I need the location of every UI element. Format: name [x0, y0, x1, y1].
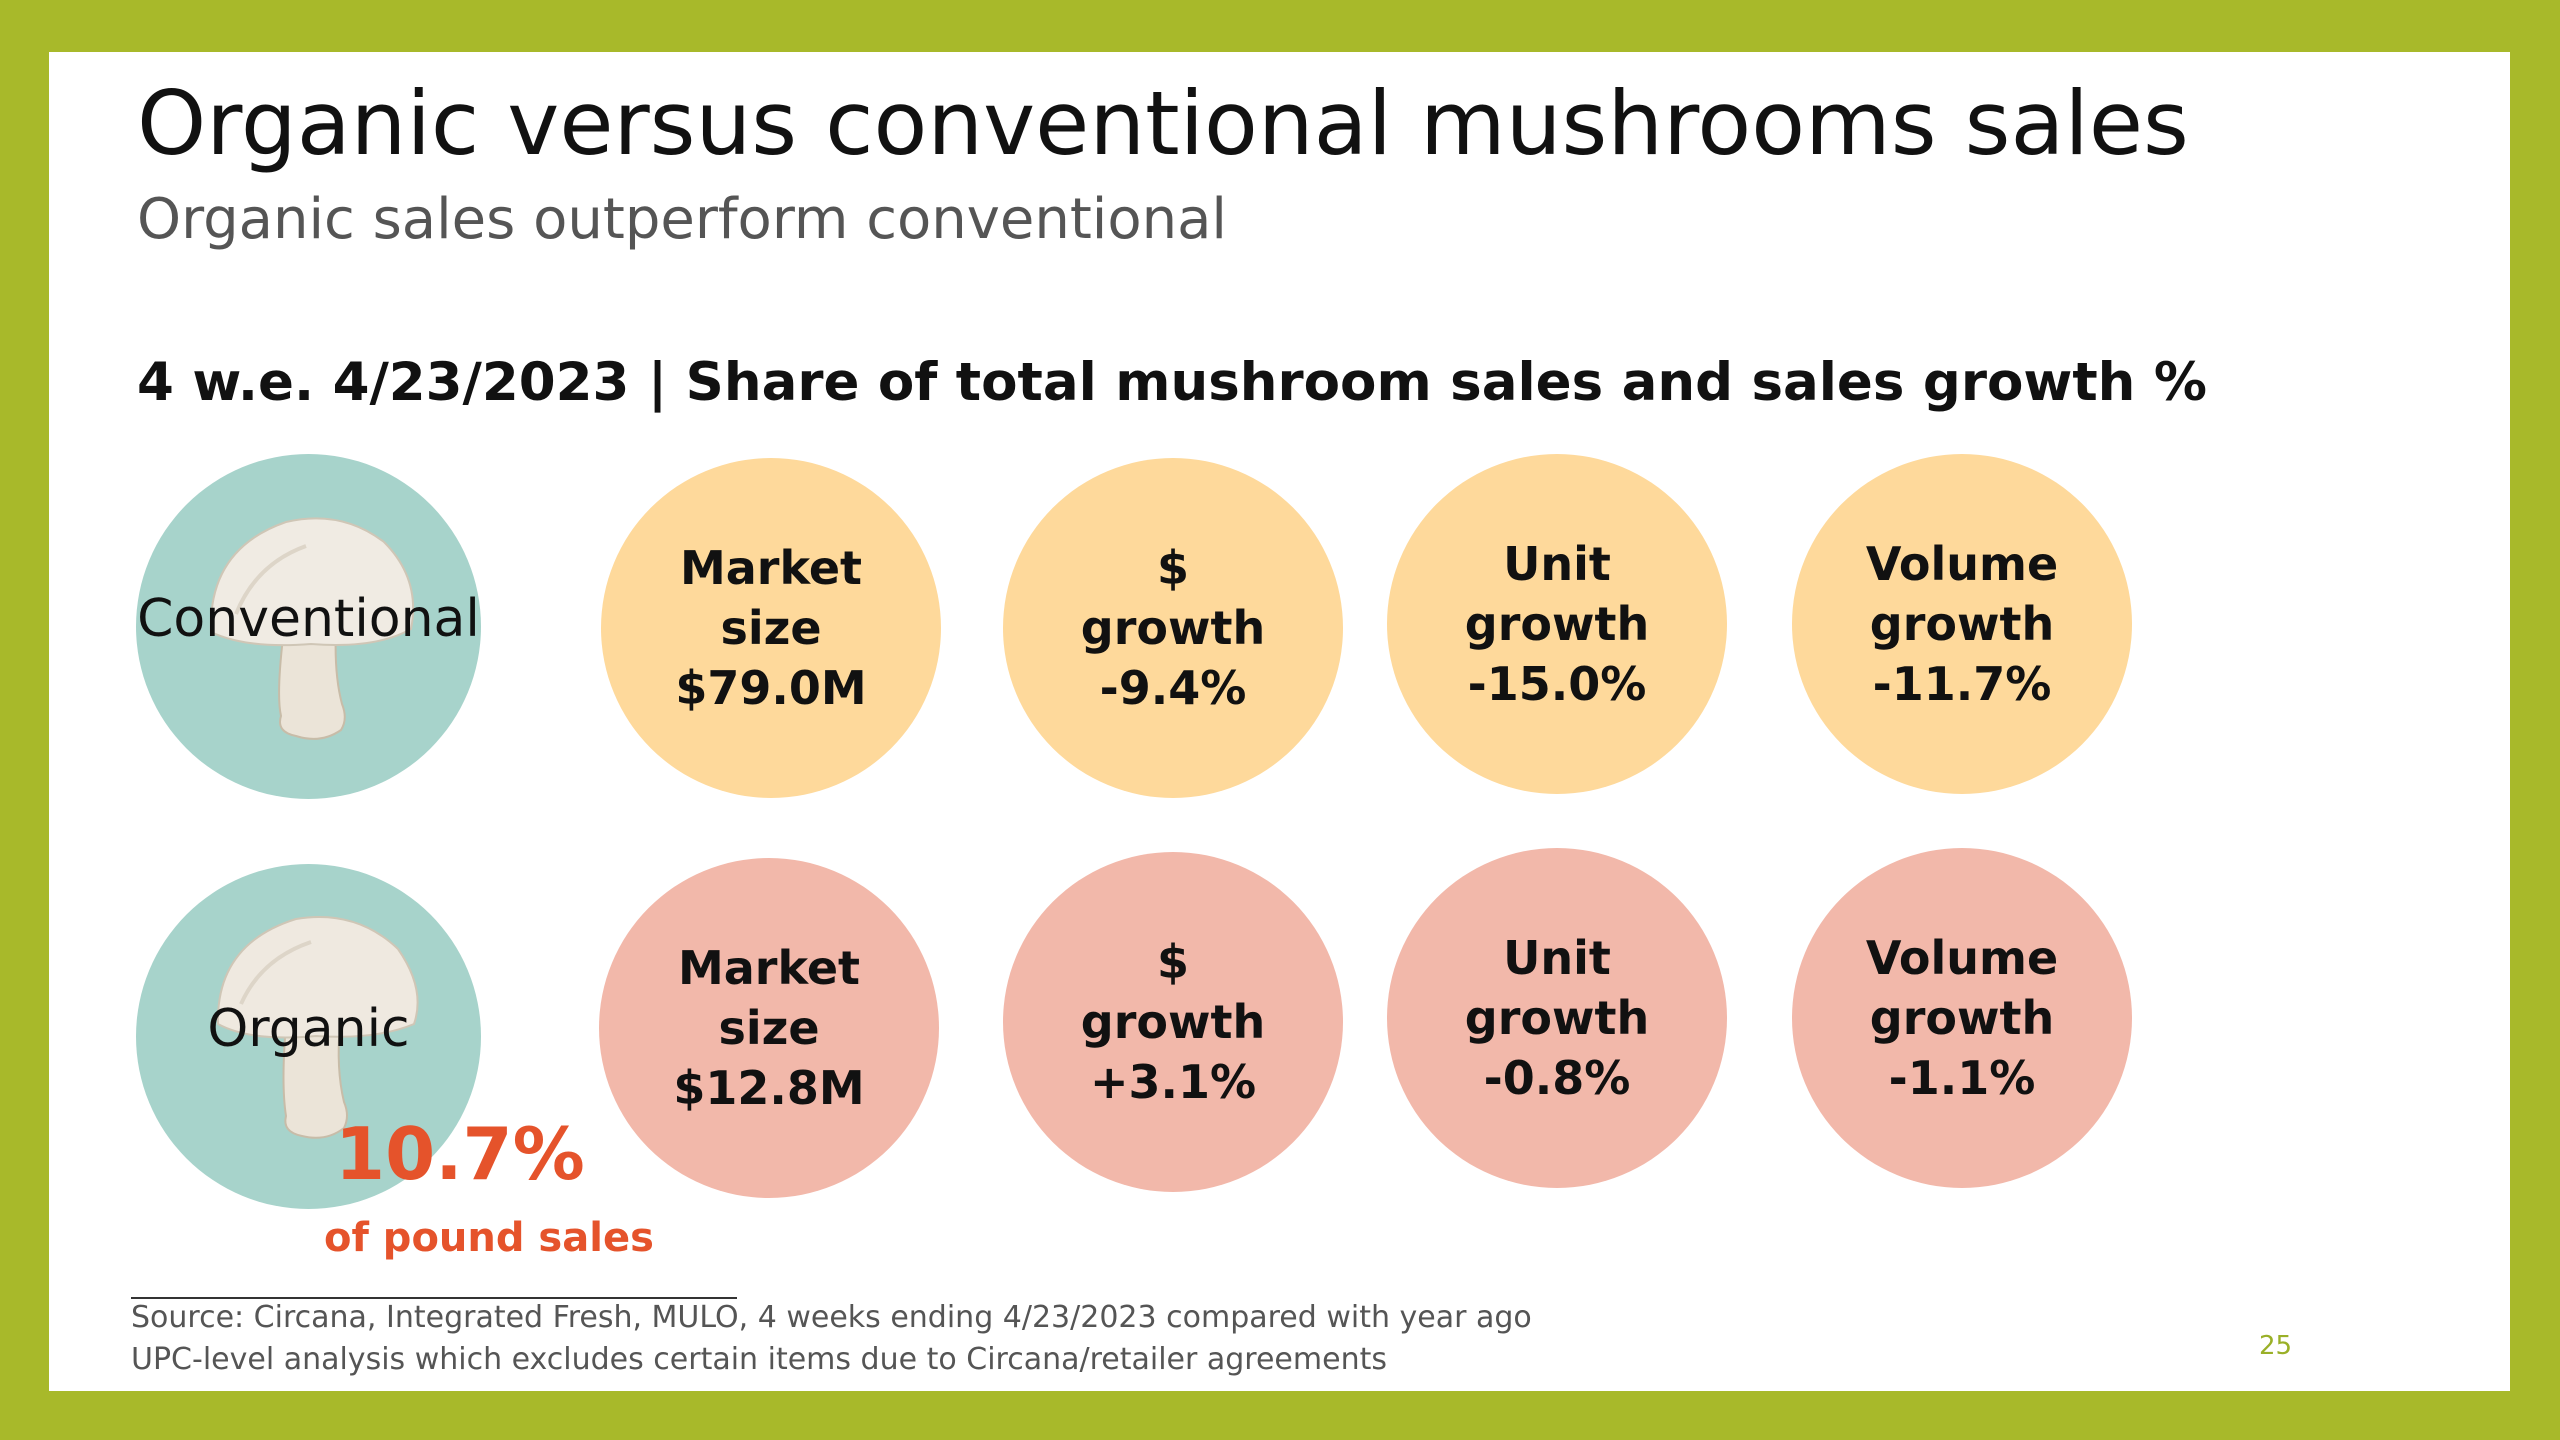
metric-label-line1: Volume: [1865, 537, 2059, 591]
mushroom-icon: [209, 517, 415, 740]
slide: Organic versus conventional mushrooms sa…: [49, 52, 2510, 1391]
mushroom-icon: [216, 916, 419, 1139]
metric-value: $12.8M: [673, 1061, 865, 1115]
metric-label-line1: $: [1156, 935, 1189, 989]
metric-label-line2: growth: [1464, 597, 1650, 651]
metric-value: -0.8%: [1483, 1051, 1631, 1105]
organic-label: Organic: [207, 999, 410, 1059]
slide-title: Organic versus conventional mushrooms sa…: [137, 72, 2189, 175]
conventional-dollar-growth: $ growth -9.4%: [1003, 458, 1343, 798]
analysis-footnote: UPC-level analysis which excludes certai…: [131, 1342, 1387, 1377]
organic-category-circle: Organic: [136, 864, 481, 1209]
metric-label-line2: growth: [1869, 597, 2055, 651]
metric-value: -9.4%: [1099, 661, 1247, 715]
metric-value: $79.0M: [675, 661, 867, 715]
metric-value: -11.7%: [1872, 657, 2052, 711]
organic-share-value: 10.7%: [335, 1112, 585, 1196]
metric-label-line1: Unit: [1503, 931, 1611, 985]
page-number: 25: [2259, 1331, 2293, 1361]
conventional-unit-growth: Unit growth -15.0%: [1387, 454, 1727, 794]
metric-label-line1: Market: [679, 541, 863, 595]
organic-unit-growth: Unit growth -0.8%: [1387, 848, 1727, 1188]
metric-value: +3.1%: [1089, 1055, 1257, 1109]
conventional-label: Conventional: [137, 589, 480, 649]
organic-share-label: of pound sales: [324, 1215, 654, 1261]
metric-label-line2: size: [720, 601, 822, 655]
organic-volume-growth: Volume growth -1.1%: [1792, 848, 2132, 1188]
source-footnote: Source: Circana, Integrated Fresh, MULO,…: [131, 1300, 1532, 1335]
metric-label-line2: size: [718, 1001, 820, 1055]
metric-label-line2: growth: [1464, 991, 1650, 1045]
metric-value: -15.0%: [1467, 657, 1647, 711]
conventional-volume-growth: Volume growth -11.7%: [1792, 454, 2132, 794]
metric-label-line2: growth: [1869, 991, 2055, 1045]
conventional-market-size: Market size $79.0M: [601, 458, 941, 798]
metric-label-line1: Market: [677, 941, 861, 995]
organic-dollar-growth: $ growth +3.1%: [1003, 852, 1343, 1192]
metric-label-line1: $: [1156, 541, 1189, 595]
metric-value: -1.1%: [1888, 1051, 2036, 1105]
organic-market-size: Market size $12.8M: [599, 858, 939, 1198]
slide-subtitle: Organic sales outperform conventional: [137, 187, 1227, 252]
footnote-divider: [131, 1297, 737, 1299]
metric-label-line1: Unit: [1503, 537, 1611, 591]
section-header: 4 w.e. 4/23/2023 | Share of total mushro…: [137, 352, 2207, 413]
metric-label-line1: Volume: [1865, 931, 2059, 985]
metric-label-line2: growth: [1080, 601, 1266, 655]
conventional-category-circle: Conventional: [136, 454, 481, 799]
metric-label-line2: growth: [1080, 995, 1266, 1049]
